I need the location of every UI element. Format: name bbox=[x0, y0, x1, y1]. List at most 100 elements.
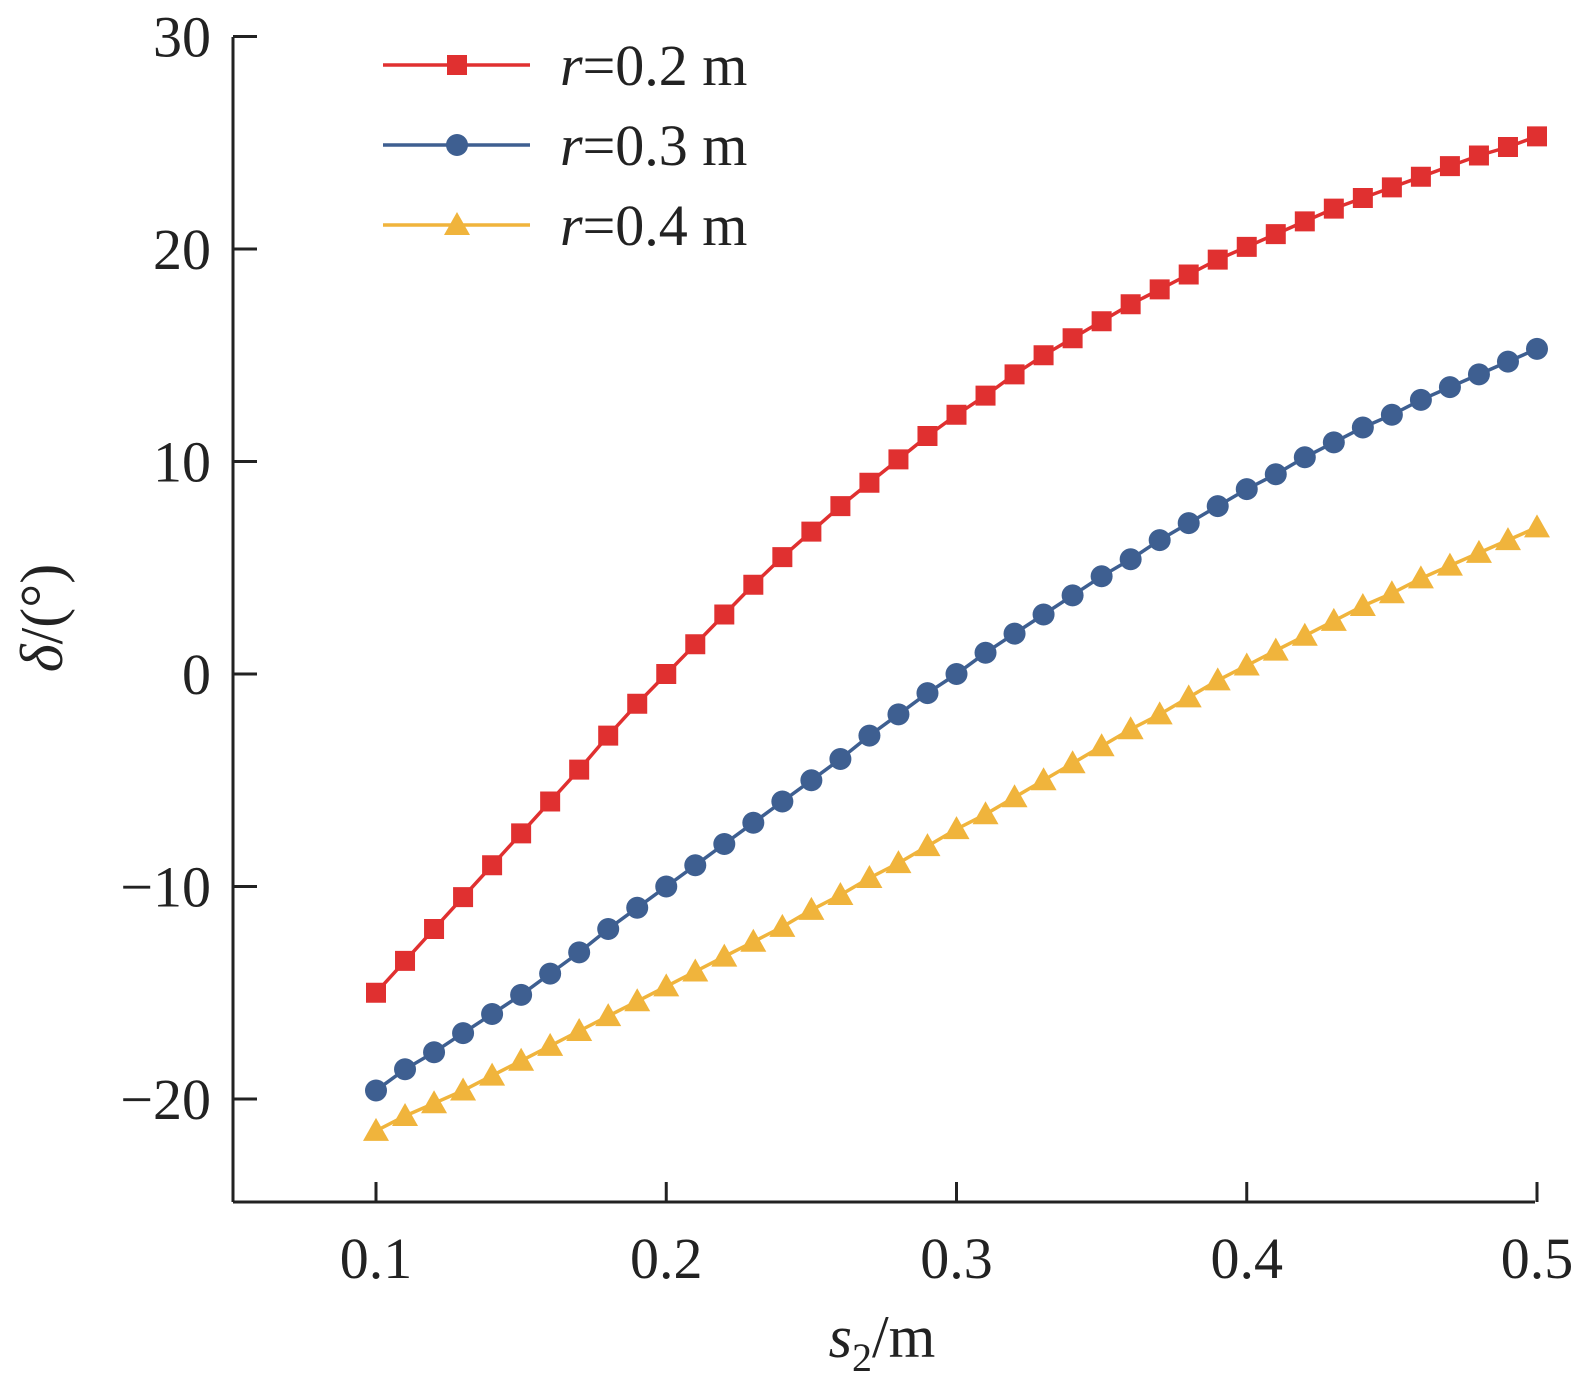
data-point bbox=[1175, 684, 1202, 708]
x-axis-title-sub: 2 bbox=[852, 1335, 872, 1380]
data-point bbox=[1291, 622, 1318, 646]
data-point bbox=[827, 882, 854, 905]
data-point bbox=[1409, 388, 1432, 411]
legend-label-var: r bbox=[560, 193, 583, 258]
data-point bbox=[627, 693, 648, 714]
data-point bbox=[452, 1022, 475, 1045]
data-point bbox=[510, 983, 533, 1006]
data-point bbox=[1494, 527, 1521, 551]
data-point bbox=[1233, 652, 1260, 676]
legend: r=0.2 mr=0.3 mr=0.4 m bbox=[383, 33, 747, 258]
data-point bbox=[1439, 156, 1460, 177]
data-point bbox=[1030, 767, 1057, 791]
data-point bbox=[1322, 431, 1345, 454]
data-point bbox=[945, 663, 968, 685]
x-axis-title: s2/m bbox=[829, 1304, 936, 1380]
data-point bbox=[539, 962, 562, 985]
data-point bbox=[946, 404, 967, 425]
data-point bbox=[943, 816, 970, 840]
data-point bbox=[450, 1077, 477, 1101]
data-point bbox=[771, 790, 794, 813]
legend-item: r=0.3 m bbox=[383, 113, 747, 178]
data-point bbox=[365, 1079, 387, 1102]
data-point bbox=[392, 1103, 419, 1126]
series-group bbox=[363, 126, 1550, 1141]
data-point bbox=[801, 521, 822, 542]
data-point bbox=[1091, 311, 1112, 332]
data-point bbox=[424, 919, 445, 939]
data-point bbox=[1351, 416, 1374, 439]
data-point bbox=[713, 833, 736, 855]
legend-label-var: r bbox=[560, 33, 583, 98]
data-point bbox=[481, 1003, 504, 1025]
data-point bbox=[798, 896, 825, 920]
legend-marker bbox=[444, 212, 470, 235]
data-point bbox=[540, 791, 561, 812]
data-point bbox=[1407, 565, 1434, 589]
data-point bbox=[1061, 584, 1084, 607]
data-point bbox=[916, 682, 939, 705]
data-point bbox=[421, 1090, 448, 1114]
y-axis-title-unit: /(°) bbox=[9, 564, 75, 645]
legend-label-rest: =0.4 m bbox=[583, 193, 748, 258]
x-tick-label: 0.4 bbox=[1211, 1226, 1284, 1291]
data-point bbox=[1177, 512, 1200, 535]
y-axis-title: δ/(°) bbox=[9, 564, 75, 673]
y-tick-label: 0 bbox=[182, 642, 211, 707]
data-point bbox=[740, 928, 767, 952]
legend-label: r=0.4 m bbox=[560, 193, 747, 258]
data-point bbox=[887, 703, 910, 726]
x-tick-label: 0.1 bbox=[340, 1226, 413, 1291]
series-line bbox=[374, 134, 1538, 994]
x-axis-title-unit: /m bbox=[872, 1304, 935, 1370]
data-point bbox=[508, 1047, 535, 1071]
data-point bbox=[1410, 166, 1431, 187]
data-point bbox=[1465, 539, 1492, 563]
y-tick-label: −20 bbox=[120, 1067, 211, 1132]
data-point bbox=[1146, 701, 1173, 725]
data-point bbox=[856, 865, 883, 888]
data-point bbox=[479, 1062, 506, 1086]
series-3 bbox=[363, 514, 1550, 1141]
data-point bbox=[684, 854, 707, 877]
x-axis-title-var: s bbox=[829, 1304, 852, 1370]
data-point bbox=[1323, 198, 1344, 219]
x-tick-label: 0.2 bbox=[630, 1226, 703, 1291]
series-2 bbox=[365, 337, 1548, 1102]
data-point bbox=[1352, 188, 1373, 208]
y-tick-label: −10 bbox=[120, 855, 211, 920]
data-point bbox=[653, 973, 680, 997]
data-point bbox=[1059, 750, 1086, 774]
data-point bbox=[537, 1032, 564, 1056]
data-point bbox=[1178, 264, 1199, 285]
data-point bbox=[1293, 446, 1316, 469]
data-point bbox=[1467, 363, 1490, 386]
data-point bbox=[1497, 137, 1518, 157]
data-point bbox=[1119, 548, 1142, 571]
legend-label-rest: =0.3 m bbox=[583, 113, 748, 178]
data-point bbox=[769, 913, 796, 937]
data-point bbox=[742, 811, 765, 834]
data-point bbox=[1001, 784, 1028, 808]
data-point bbox=[1320, 607, 1347, 631]
data-point bbox=[598, 725, 619, 746]
data-point bbox=[1062, 328, 1083, 349]
data-point bbox=[1206, 495, 1229, 518]
legend-label: r=0.2 m bbox=[560, 33, 747, 98]
data-point bbox=[974, 641, 997, 664]
y-tick-label: 20 bbox=[153, 217, 211, 282]
data-point bbox=[772, 547, 793, 568]
data-point bbox=[423, 1041, 446, 1064]
legend-item: r=0.2 m bbox=[383, 33, 747, 98]
data-point bbox=[975, 385, 996, 406]
data-point bbox=[1380, 403, 1403, 426]
data-point bbox=[363, 1117, 389, 1141]
data-point bbox=[917, 426, 938, 446]
data-point bbox=[682, 958, 709, 982]
data-point bbox=[1088, 733, 1115, 757]
data-point bbox=[685, 634, 706, 655]
legend-label: r=0.3 m bbox=[560, 113, 747, 178]
data-point bbox=[566, 1018, 593, 1041]
data-point bbox=[1378, 580, 1405, 604]
data-point bbox=[1436, 552, 1463, 576]
